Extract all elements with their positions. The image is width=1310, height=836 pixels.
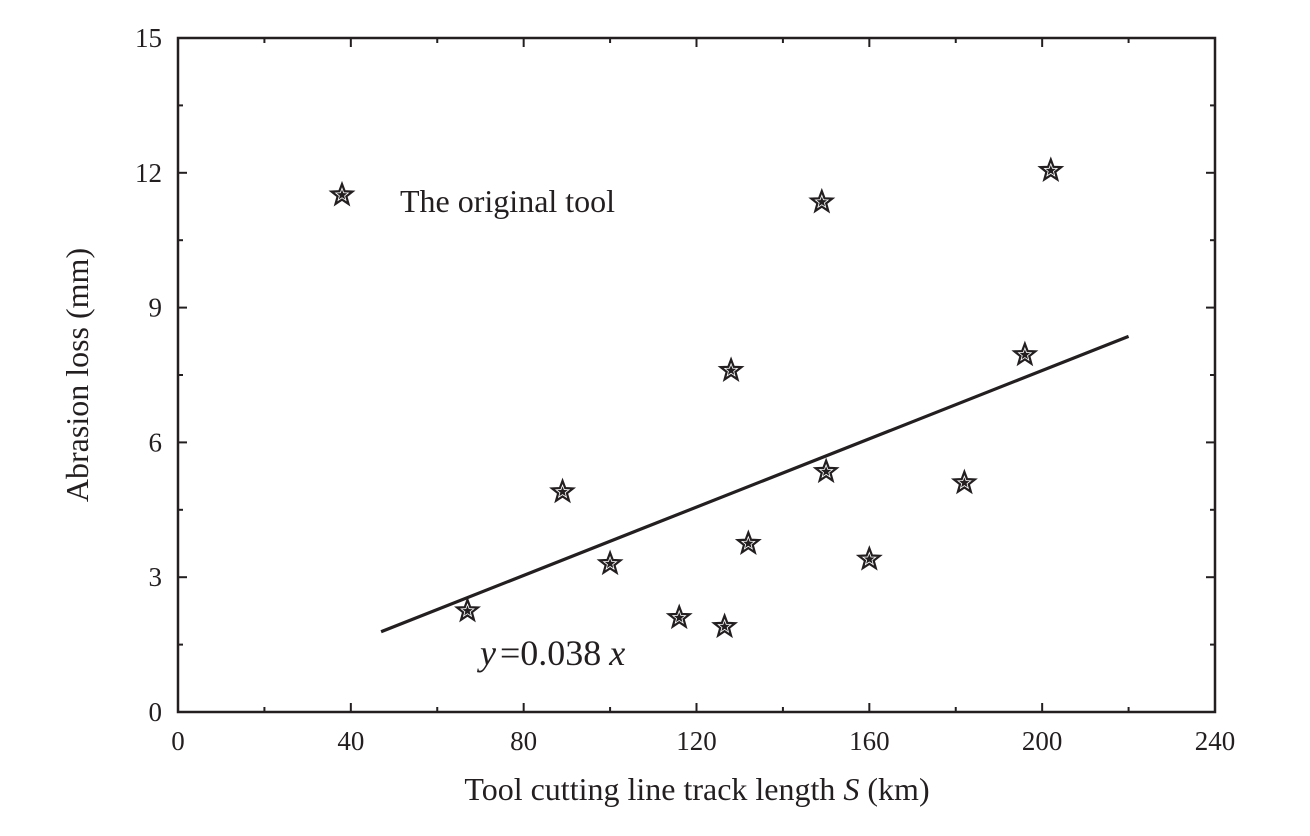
fit-equation-x: x: [608, 633, 625, 673]
data-point: [855, 545, 883, 571]
star-core: [743, 538, 754, 548]
data-point: [1037, 156, 1065, 183]
star-core: [725, 365, 737, 375]
x-axis-title-var: S: [843, 771, 859, 807]
y-tick-label: 12: [135, 158, 162, 188]
star-core: [604, 558, 616, 569]
star-core: [719, 621, 730, 632]
y-tick-label: 6: [149, 427, 163, 457]
x-axis-title-unit: (km): [867, 771, 929, 807]
star-core: [816, 196, 828, 207]
x-tick-label: 0: [171, 726, 185, 756]
y-tick-label: 3: [149, 562, 163, 592]
ticks: [177, 37, 1216, 713]
star-outline: [717, 356, 745, 382]
x-tick-label: 80: [510, 726, 537, 756]
data-points: [454, 156, 1065, 639]
star-core: [864, 553, 875, 564]
fit-equation-y: y: [477, 633, 496, 673]
fit-line-group: [380, 334, 1130, 634]
star-outline: [711, 612, 739, 639]
axes: [176, 36, 1217, 714]
data-point: [950, 468, 978, 495]
y-tick-label: 15: [135, 23, 162, 53]
star-core: [1045, 165, 1057, 175]
y-axis-title: Abrasion loss (mm): [59, 248, 95, 502]
star-outline: [808, 187, 836, 214]
legend-label: The original tool: [400, 183, 615, 219]
star-core: [557, 486, 568, 497]
star-core: [462, 605, 473, 616]
star-outline: [665, 603, 693, 630]
x-tick-label: 200: [1022, 726, 1063, 756]
star-core: [959, 477, 970, 488]
x-tick-label: 160: [849, 726, 890, 756]
legend: The original tool: [328, 180, 615, 219]
fit-equation-eq: =0.038: [500, 633, 601, 673]
star-outline: [950, 468, 978, 495]
plot-frame: [176, 36, 1217, 714]
data-point: [596, 549, 624, 576]
star-outline: [549, 477, 577, 504]
x-axis-title-text: Tool cutting line track length: [464, 771, 835, 807]
star-core: [820, 466, 832, 477]
legend-marker-star: [328, 180, 356, 207]
star-outline: [812, 457, 840, 484]
fit-equation: y =0.038 x: [477, 633, 625, 673]
data-point: [734, 529, 762, 555]
star-outline: [1037, 156, 1065, 183]
y-tick-label: 9: [149, 293, 163, 323]
data-point: [549, 477, 577, 504]
tick-labels: 0 40 80 120 160 200 240 0 3 6 9 12 15: [135, 23, 1235, 756]
data-point: [711, 612, 739, 639]
star-outline: [1011, 340, 1039, 367]
x-tick-label: 40: [337, 726, 364, 756]
data-point: [665, 603, 693, 630]
x-axis-title: Tool cutting line track length S (km): [464, 771, 929, 807]
fit-line: [380, 334, 1130, 634]
legend-star: [328, 180, 356, 207]
data-point: [717, 356, 745, 382]
data-point: [808, 187, 836, 214]
data-point: [454, 596, 481, 623]
star-outline: [328, 180, 356, 207]
y-tick-label: 0: [149, 697, 163, 727]
star-outline: [855, 545, 883, 571]
x-tick-label: 120: [676, 726, 717, 756]
data-point: [1011, 340, 1039, 367]
star-outline: [454, 596, 481, 623]
star-core: [1019, 349, 1031, 360]
data-point: [812, 457, 840, 484]
star-outline: [596, 549, 624, 576]
star-core: [336, 189, 348, 200]
star-core: [673, 612, 685, 623]
star-outline: [734, 529, 762, 555]
x-tick-label: 240: [1195, 726, 1236, 756]
